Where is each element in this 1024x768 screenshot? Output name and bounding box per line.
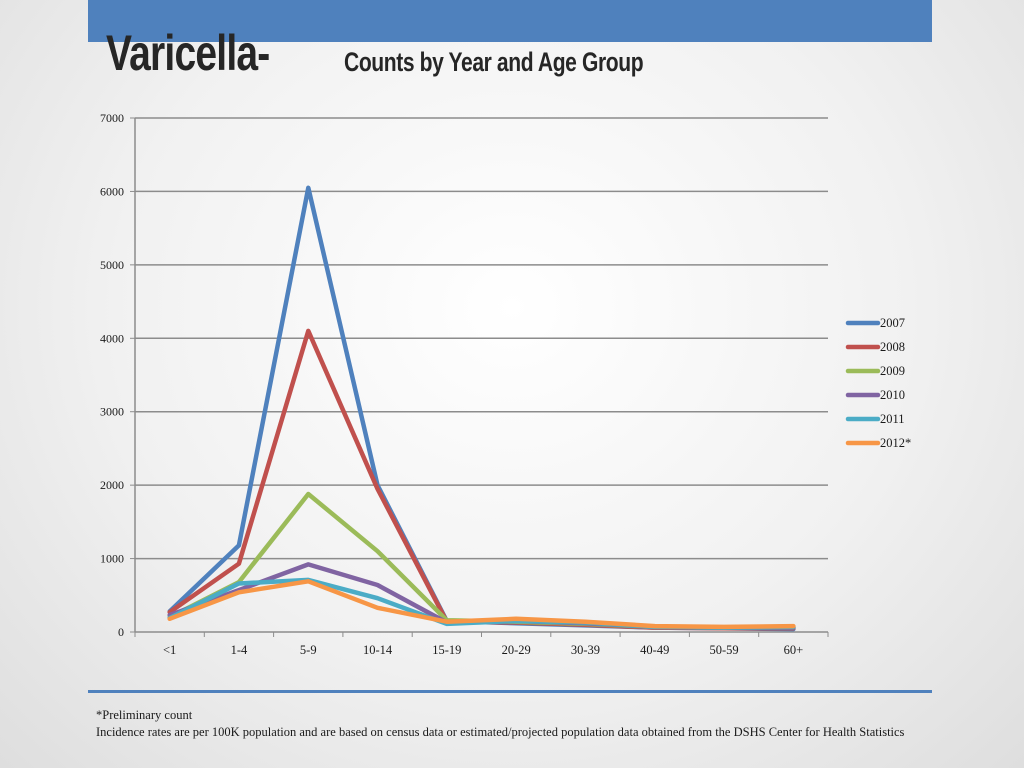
line-chart: 0 1000 2000 3000 4000 5000 6000 7000 <1 1-4 5-9 10-… xyxy=(100,111,911,657)
legend-label: 2011 xyxy=(880,412,905,426)
legend-label: 2010 xyxy=(880,388,905,402)
x-tick-label: 40-49 xyxy=(640,643,669,657)
series-line-2012 xyxy=(167,579,796,630)
y-tick-label: 1000 xyxy=(100,552,124,566)
footnote: *Preliminary count Incidence rates are p… xyxy=(96,707,936,741)
legend-label: 2007 xyxy=(880,316,905,330)
y-tick-label: 3000 xyxy=(100,405,124,419)
footnote-preliminary: *Preliminary count xyxy=(96,708,193,722)
y-tick-label: 0 xyxy=(118,625,124,639)
series-line-2009 xyxy=(167,491,796,630)
x-tick-label: 5-9 xyxy=(300,643,317,657)
header-bar xyxy=(88,0,932,42)
title-main: Varicella- xyxy=(106,25,270,81)
x-tick-label: 1-4 xyxy=(231,643,248,657)
legend-label: 2009 xyxy=(880,364,905,378)
x-tick-label: 10-14 xyxy=(363,643,393,657)
footer-divider xyxy=(88,690,932,693)
y-tick-label: 6000 xyxy=(100,184,124,198)
y-tick-label: 5000 xyxy=(100,258,124,272)
x-tick-label: 20-29 xyxy=(502,643,531,657)
slide-title: Varicella- Counts by Year and Age Group xyxy=(106,24,644,82)
x-tick-label: <1 xyxy=(163,643,176,657)
x-tick-label: 50-59 xyxy=(709,643,738,657)
x-tick-label: 60+ xyxy=(784,643,804,657)
x-tick-label: 15-19 xyxy=(432,643,461,657)
legend-label: 2008 xyxy=(880,340,905,354)
legend-label: 2012* xyxy=(880,436,911,450)
x-tick-label: 30-39 xyxy=(571,643,600,657)
footnote-incidence: Incidence rates are per 100K population … xyxy=(96,725,905,739)
y-tick-label: 7000 xyxy=(100,111,124,125)
y-tick-label: 2000 xyxy=(100,478,124,492)
series-line-2007 xyxy=(167,185,796,632)
y-tick-label: 4000 xyxy=(100,331,124,345)
title-subtitle: Counts by Year and Age Group xyxy=(344,47,644,77)
